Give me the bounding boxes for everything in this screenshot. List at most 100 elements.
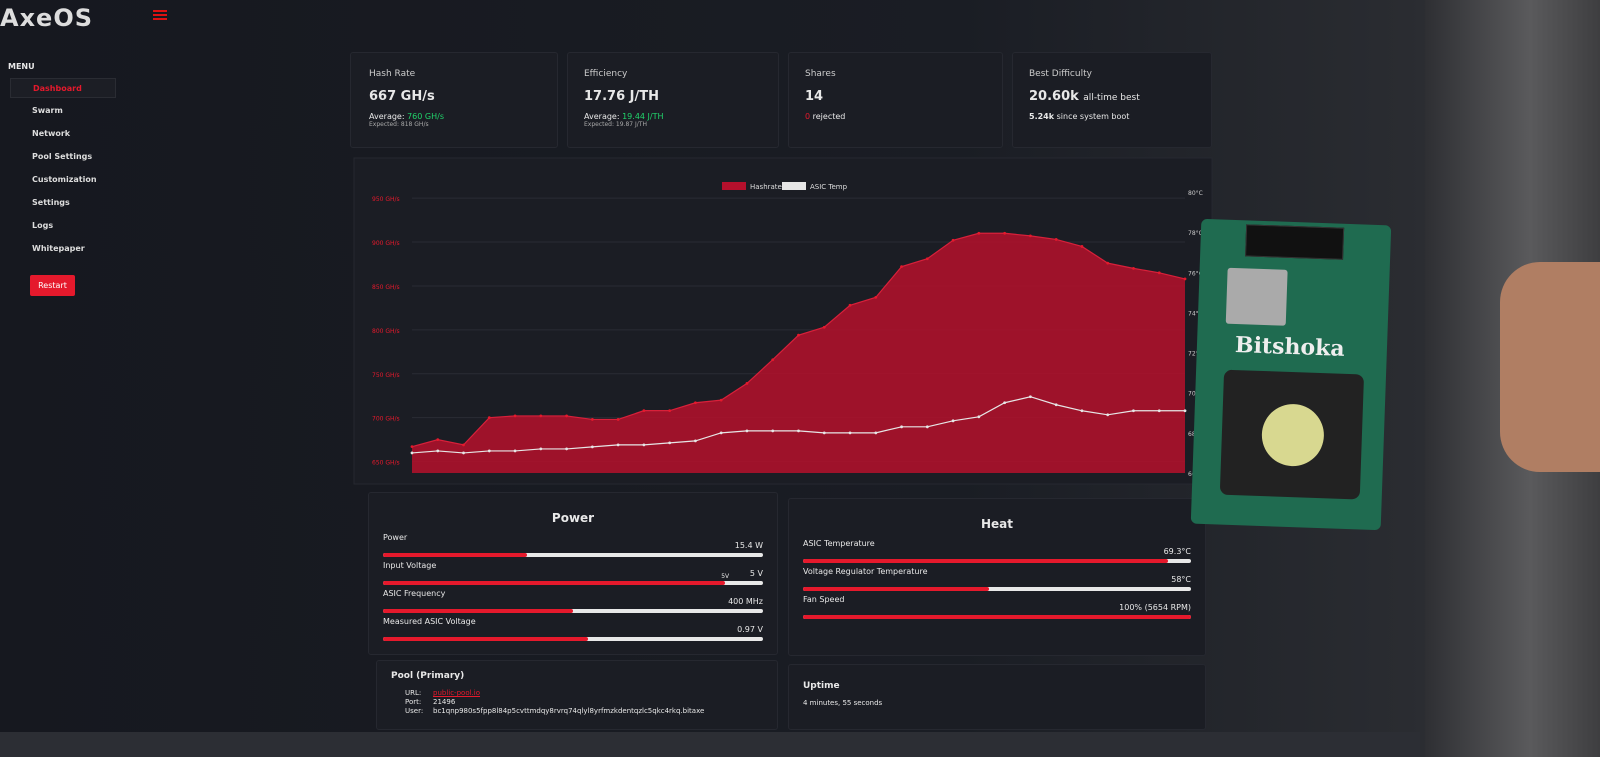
- uptime-value: 4 minutes, 55 seconds: [803, 699, 883, 707]
- nav-item[interactable]: Customization: [32, 175, 97, 184]
- nav-item[interactable]: Network: [32, 129, 71, 138]
- card-title: Hash Rate: [369, 69, 416, 79]
- point: [900, 265, 903, 269]
- point: [822, 325, 826, 329]
- rejected-count: 0: [805, 112, 811, 121]
- point: [1183, 409, 1187, 413]
- section-title: Power: [551, 511, 595, 525]
- point: [668, 441, 672, 445]
- metric-value: 58°C: [1171, 575, 1191, 584]
- metric-fill: [803, 615, 1191, 619]
- hashrate-card: Hash Rate 667 GH/s Average: 760 GH/s Exp…: [350, 52, 558, 148]
- point: [487, 449, 491, 453]
- point: [436, 449, 440, 453]
- pool-key: User:: [405, 707, 424, 715]
- metric-row: Voltage Regulator Temperature 58°C: [803, 567, 1191, 591]
- point: [874, 295, 878, 299]
- point: [874, 431, 878, 435]
- nav-item[interactable]: Logs: [32, 221, 54, 230]
- menu-toggle[interactable]: [153, 10, 167, 20]
- nav-item[interactable]: Settings: [32, 198, 70, 207]
- metric-label: Voltage Regulator Temperature: [803, 567, 928, 576]
- y2-tick-label: 80°C: [1188, 190, 1203, 197]
- card-title: Best Difficulty: [1029, 69, 1092, 79]
- pool-value: bc1qnp980s5fpp8l84p5cvttmdqy8rvrq74qlyl8…: [433, 707, 705, 715]
- metric-fill: [383, 581, 725, 585]
- pool-key: Port:: [405, 698, 422, 706]
- rejected-label: rejected: [812, 112, 846, 121]
- point: [848, 431, 852, 435]
- nav-item[interactable]: Swarm: [32, 106, 63, 115]
- taskbar: [0, 732, 1420, 757]
- nav-item[interactable]: Dashboard: [10, 78, 116, 98]
- point: [410, 445, 414, 449]
- point: [565, 447, 568, 451]
- point: [436, 438, 440, 442]
- uptime-card: Uptime 4 minutes, 55 seconds: [788, 664, 1206, 730]
- point: [719, 431, 723, 435]
- card-title: Efficiency: [584, 69, 628, 79]
- point: [616, 443, 620, 447]
- point: [694, 439, 697, 443]
- point: [668, 409, 672, 413]
- pool-row: URL: public-pool.io: [405, 689, 763, 698]
- section-title: Pool (Primary): [391, 671, 465, 681]
- metric-row: Measured ASIC Voltage 0.97 V: [383, 617, 763, 641]
- avg-value: 19.44 J/TH: [622, 112, 664, 121]
- y2-tick-label: 76°C: [1188, 270, 1203, 277]
- avg-label: Average:: [369, 112, 405, 121]
- point: [642, 443, 646, 447]
- point: [513, 414, 517, 418]
- point: [771, 429, 775, 433]
- avg-label: Average:: [584, 112, 620, 121]
- metric-fill: [803, 587, 990, 591]
- point: [1003, 401, 1007, 405]
- pool-value: public-pool.io: [433, 689, 480, 697]
- nav-item[interactable]: Whitepaper: [32, 244, 85, 253]
- point: [462, 443, 465, 447]
- point: [925, 257, 929, 261]
- metric-value: 400 MHz: [728, 597, 763, 606]
- metric-value: 100% (5654 RPM): [1119, 603, 1191, 612]
- device-label: Bitshoka: [1234, 332, 1346, 362]
- point: [719, 398, 723, 402]
- point: [745, 382, 749, 385]
- metric-row: Input Voltage 5 V 5V: [383, 561, 763, 585]
- point: [565, 414, 568, 418]
- point: [1054, 238, 1058, 241]
- section-title: Uptime: [803, 681, 840, 691]
- y2-tick-label: 78°C: [1188, 230, 1203, 237]
- metric-track: [383, 637, 763, 641]
- point: [1029, 395, 1032, 399]
- metric-fill: [383, 609, 573, 613]
- device-board: Bitshoka: [1190, 218, 1392, 531]
- point: [487, 416, 491, 420]
- power-card: Power Power 15.4 W Input Voltage 5 V 5V ASIC …: [368, 492, 778, 655]
- pool-card: Pool (Primary) URL: public-pool.io Port: 21…: [376, 660, 778, 730]
- legend-label: ASIC Temp: [810, 183, 848, 191]
- menu-label: MENU: [8, 62, 35, 71]
- card-value: 17.76 J/TH: [584, 89, 659, 104]
- y-tick-label: 900 GH/s: [372, 240, 400, 247]
- nav-item[interactable]: Pool Settings: [32, 152, 93, 161]
- point: [745, 429, 749, 433]
- section-title: Heat: [980, 517, 1013, 531]
- pool-row: Port: 21496: [405, 698, 763, 707]
- legend-swatch: [722, 182, 746, 190]
- point: [1106, 413, 1110, 417]
- metric-label: ASIC Temperature: [803, 539, 875, 548]
- y2-tick-label: 74°C: [1188, 310, 1203, 317]
- point: [1106, 261, 1110, 265]
- module: [1225, 267, 1288, 326]
- metric-label: Measured ASIC Voltage: [383, 617, 476, 626]
- restart-button[interactable]: Restart: [30, 275, 75, 296]
- point: [410, 451, 414, 455]
- point: [951, 419, 955, 423]
- point: [1132, 409, 1135, 413]
- oled: [1245, 224, 1345, 260]
- metric-label: Fan Speed: [803, 595, 845, 604]
- metric-fill: [803, 559, 1168, 563]
- metric-row: ASIC Temperature 69.3°C: [803, 539, 1191, 563]
